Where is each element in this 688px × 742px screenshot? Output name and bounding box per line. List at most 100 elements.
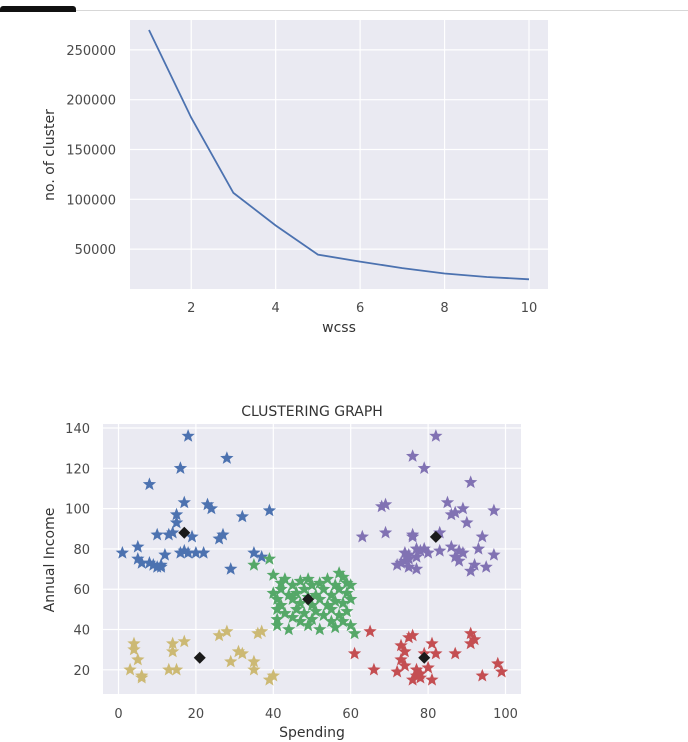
cluster-5-point xyxy=(417,541,431,555)
elbow-ytick-label: 200000 xyxy=(66,94,116,109)
cluster-0-point xyxy=(204,501,218,515)
clustering-xtick-label: 60 xyxy=(342,707,359,722)
cluster-3-point xyxy=(340,604,354,618)
cluster-3-point xyxy=(332,582,346,595)
cluster-0-point xyxy=(212,531,226,545)
cluster-5-point xyxy=(471,541,486,555)
cluster-5-point xyxy=(390,558,404,571)
cluster-0-point xyxy=(131,539,145,553)
cluster-3-point xyxy=(328,620,342,634)
elbow-line xyxy=(148,29,530,281)
cluster-4-point xyxy=(421,660,435,674)
cluster-2-point xyxy=(266,668,280,682)
cluster-0-point xyxy=(247,546,261,559)
cluster-5-point xyxy=(475,529,489,543)
elbow-ylabel: no. of cluster xyxy=(42,109,58,201)
cluster-0-point xyxy=(142,477,157,491)
elbow-xlabel: wcss xyxy=(322,320,356,336)
cluster-2-point xyxy=(231,644,246,658)
cluster-5-point xyxy=(444,507,458,521)
clustering-grid xyxy=(103,424,521,694)
clustering-xtick-label: 20 xyxy=(188,707,205,722)
cluster-0-point xyxy=(216,527,230,541)
clustering-points xyxy=(115,429,509,686)
cluster-2-point xyxy=(224,654,238,668)
clustering-xtick-label: 40 xyxy=(265,707,282,722)
cluster-5-point xyxy=(460,515,474,529)
elbow-xtick-label: 6 xyxy=(356,301,364,316)
cluster-4-point xyxy=(398,644,412,658)
cluster-3-point xyxy=(289,586,304,599)
cluster-5-point xyxy=(378,525,393,539)
cluster-4-point xyxy=(406,628,420,642)
cluster-5-point xyxy=(456,501,470,515)
clustering-ytick-label: 120 xyxy=(65,462,90,477)
cluster-4-point xyxy=(448,646,462,660)
cluster-0-point xyxy=(150,527,164,541)
cluster-4-point xyxy=(491,656,505,670)
cluster-0-point xyxy=(197,546,211,559)
cluster-5-point xyxy=(479,560,493,573)
elbow-ytick-label: 50000 xyxy=(75,243,116,258)
cluster-4-point xyxy=(495,664,509,678)
cluster-3-point xyxy=(305,578,319,591)
cluster-0-point xyxy=(158,548,172,561)
cluster-3-point xyxy=(313,576,327,589)
cluster-5-point xyxy=(456,546,470,559)
cluster-5-point xyxy=(398,546,412,559)
cluster-2-point xyxy=(169,662,184,676)
cluster-2-point xyxy=(162,662,176,676)
cluster-3-point xyxy=(328,578,342,591)
elbow-grid xyxy=(130,20,548,289)
cluster-0-point xyxy=(189,546,203,559)
cluster-0-point xyxy=(154,560,168,573)
clustering-ytick-label: 20 xyxy=(73,664,90,679)
cluster-0-point xyxy=(235,509,249,523)
cluster-4-point xyxy=(429,646,443,660)
elbow-xtick-label: 10 xyxy=(521,301,538,316)
cluster-3-point xyxy=(247,558,261,571)
cluster-2-point xyxy=(177,634,191,648)
cluster-3-point xyxy=(270,618,284,632)
cluster-3-point xyxy=(282,588,296,601)
clustering-xtick-label: 80 xyxy=(420,707,437,722)
cluster-3-point xyxy=(324,614,338,628)
cluster-4-point xyxy=(394,652,408,666)
clustering-ytick-label: 100 xyxy=(65,503,90,518)
cluster-3-point xyxy=(278,606,292,620)
cluster-3-point xyxy=(344,578,358,591)
cluster-4-point xyxy=(347,646,362,660)
cluster-0-point xyxy=(224,562,238,575)
cluster-3-point xyxy=(278,572,292,585)
cluster-3-point xyxy=(266,568,280,581)
cluster-0-point xyxy=(177,543,191,557)
cluster-3-point xyxy=(270,592,284,605)
centroid-point xyxy=(429,530,442,543)
cluster-3-point xyxy=(286,578,300,591)
cluster-3-point xyxy=(305,598,319,611)
cluster-3-point xyxy=(336,614,350,628)
cluster-2-point xyxy=(212,628,226,642)
cluster-5-point xyxy=(452,543,466,557)
cluster-5-point xyxy=(487,548,501,561)
cluster-0-point xyxy=(146,558,160,571)
cluster-0-point xyxy=(220,451,234,464)
cluster-5-point xyxy=(375,499,389,513)
active-tab-indicator[interactable] xyxy=(0,6,76,12)
cluster-2-point xyxy=(166,644,180,658)
cluster-0-point xyxy=(262,503,277,517)
cluster-2-point xyxy=(131,652,145,666)
cluster-3-point xyxy=(340,586,354,599)
cluster-4-point xyxy=(409,668,424,682)
elbow-xtick-label: 8 xyxy=(440,301,448,316)
cluster-3-point xyxy=(301,572,315,585)
cluster-3-point xyxy=(293,574,307,587)
cluster-5-point xyxy=(444,539,458,553)
cluster-4-point xyxy=(464,626,478,640)
cluster-2-point xyxy=(255,624,269,638)
cluster-4-point xyxy=(413,670,427,684)
cluster-0-point xyxy=(177,495,191,509)
cluster-5-point xyxy=(406,527,420,541)
cluster-3-point xyxy=(340,576,354,589)
